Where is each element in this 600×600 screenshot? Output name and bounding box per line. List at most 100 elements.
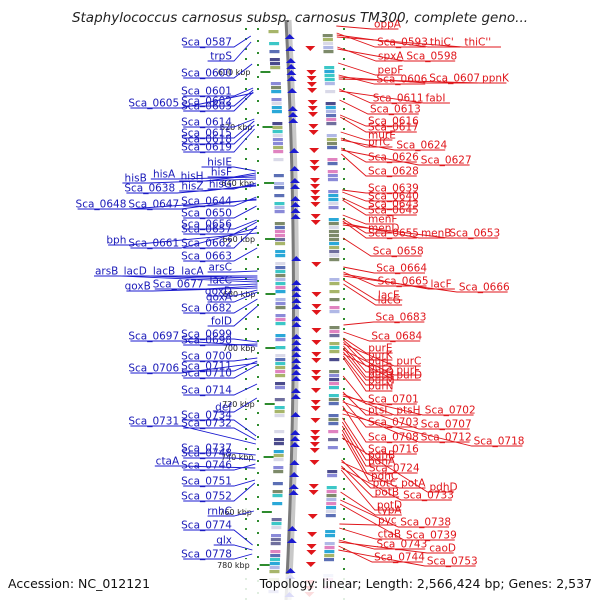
- gene-label-right[interactable]: purE: [368, 343, 392, 355]
- gene-label-left[interactable]: Sca_0778: [181, 549, 232, 561]
- gene-label-left[interactable]: hisG: [209, 179, 232, 191]
- gene-label-right[interactable]: pdhB: [368, 450, 395, 462]
- gene-label-right[interactable]: Sca_0666: [459, 282, 510, 294]
- gene-label-right[interactable]: Sca_0701: [368, 394, 419, 406]
- gene-label-right[interactable]: pdhA: [368, 456, 396, 468]
- gene-label-right[interactable]: Sca_0738: [400, 517, 451, 529]
- gene-label-right[interactable]: Sca_0716: [368, 444, 419, 456]
- gene-label-left[interactable]: hisB: [125, 173, 147, 185]
- gene-label-left[interactable]: Sca_0663: [181, 251, 232, 263]
- gene-label-left[interactable]: Sca_0650: [181, 208, 232, 220]
- gene-label-left[interactable]: Sca_0602: [181, 96, 232, 108]
- gene-label-right[interactable]: Sca_0708: [368, 432, 419, 444]
- gene-label-left[interactable]: Sca_0600: [181, 68, 232, 80]
- gene-label-right[interactable]: potC: [373, 478, 398, 490]
- gene-label-right[interactable]: Sca_0628: [368, 166, 419, 178]
- gene-label-left[interactable]: Sca_0700: [181, 351, 232, 363]
- gene-label-right[interactable]: Sca_0684: [371, 331, 422, 343]
- gene-label-right[interactable]: purK: [368, 350, 394, 362]
- gene-label-left[interactable]: Sca_0603: [181, 101, 232, 113]
- gene-label-right[interactable]: Sca_0643: [368, 199, 419, 211]
- gene-label-right[interactable]: Sca_0598: [406, 51, 457, 63]
- gene-label-left[interactable]: lacB: [153, 266, 175, 278]
- gene-label-right[interactable]: Sca_0653: [449, 228, 500, 240]
- gene-label-left[interactable]: Sca_0746: [181, 460, 232, 472]
- gene-label-right[interactable]: potB: [375, 487, 399, 499]
- gene-label-right[interactable]: Sca_0627: [421, 155, 472, 167]
- gene-label-right[interactable]: Sca_0617: [368, 122, 419, 134]
- gene-label-right[interactable]: pdhC: [371, 471, 398, 483]
- gene-label-left[interactable]: bph: [106, 235, 126, 247]
- gene-label-left[interactable]: Sca_0731: [128, 416, 179, 428]
- gene-label-right[interactable]: potA: [401, 478, 426, 490]
- gene-label-right[interactable]: oppA: [374, 19, 402, 31]
- gene-label-right[interactable]: pyc: [378, 515, 397, 527]
- gene-label-right[interactable]: Sca_0733: [403, 490, 454, 502]
- gene-label-right[interactable]: Sca_0703: [368, 417, 419, 429]
- gene-label-right[interactable]: purQ: [368, 367, 394, 379]
- gene-label-right[interactable]: Sca_0640: [368, 191, 419, 203]
- gene-label-left[interactable]: Sca_0682: [181, 303, 232, 315]
- gene-label-left[interactable]: def: [215, 402, 232, 414]
- gene-label-right[interactable]: purM: [368, 375, 395, 387]
- gene-label-left[interactable]: Sca_0644: [181, 196, 232, 208]
- gene-label-right[interactable]: Sca_0611: [373, 93, 424, 105]
- gene-label-right[interactable]: potD: [377, 500, 402, 512]
- gene-label-left[interactable]: Sca_0752: [181, 491, 232, 503]
- gene-label-left[interactable]: Sca_0656: [181, 219, 232, 231]
- gene-label-left[interactable]: Sca_0587: [181, 37, 232, 49]
- gene-label-left[interactable]: hisF: [211, 167, 232, 179]
- gene-label-left[interactable]: arsC: [208, 262, 232, 274]
- gene-label-right[interactable]: thiC'': [464, 37, 491, 49]
- gene-label-right[interactable]: ptsH: [396, 405, 420, 417]
- gene-label-right[interactable]: Sca_0624: [396, 140, 447, 152]
- gene-label-left[interactable]: Sca_0706: [128, 363, 179, 375]
- gene-label-right[interactable]: ptsI: [368, 405, 387, 417]
- gene-label-left[interactable]: Sca_0732: [181, 418, 232, 430]
- gene-label-left[interactable]: Sca_0710: [181, 368, 232, 380]
- gene-label-right[interactable]: lacG: [378, 295, 401, 307]
- gene-label-left[interactable]: qoxD: [205, 286, 232, 298]
- gene-label-right[interactable]: Sca_0683: [376, 312, 427, 324]
- gene-label-left[interactable]: hisZ: [181, 181, 203, 193]
- gene-label-left[interactable]: Sca_0711: [181, 361, 232, 373]
- gene-label-left[interactable]: hisA: [153, 169, 176, 181]
- gene-label-left[interactable]: Sca_0614: [181, 117, 232, 129]
- gene-label-right[interactable]: purS: [368, 362, 393, 374]
- gene-label-left[interactable]: glx: [216, 535, 232, 547]
- gene-label-left[interactable]: hisH: [181, 171, 204, 183]
- gene-label-right[interactable]: Sca_0753: [427, 556, 478, 568]
- gene-label-left[interactable]: Sca_0661: [128, 238, 179, 250]
- gene-label-right[interactable]: Sca_0707: [421, 419, 472, 431]
- gene-label-right[interactable]: purC: [396, 356, 421, 368]
- gene-label-right[interactable]: prfC: [368, 137, 390, 149]
- gene-label-right[interactable]: purN: [368, 381, 394, 393]
- gene-label-left[interactable]: qoxB: [125, 281, 151, 293]
- gene-label-right[interactable]: typA: [377, 505, 402, 517]
- gene-label-left[interactable]: hisIE: [207, 157, 232, 169]
- gene-label-right[interactable]: Sca_0626: [368, 152, 419, 164]
- gene-label-right[interactable]: Sca_0664: [376, 263, 427, 275]
- gene-label-left[interactable]: Sca_0601: [181, 86, 232, 98]
- gene-label-left[interactable]: trpS: [210, 51, 232, 63]
- gene-label-right[interactable]: purD: [396, 370, 422, 382]
- gene-label-right[interactable]: menF: [368, 214, 397, 226]
- gene-label-right[interactable]: lacE: [378, 290, 400, 302]
- gene-label-left[interactable]: Sca_0714: [181, 385, 232, 397]
- gene-label-right[interactable]: pdhD: [429, 482, 457, 494]
- gene-label-left[interactable]: Sca_0737: [181, 443, 232, 455]
- gene-label-left[interactable]: rnhC: [207, 506, 232, 518]
- gene-label-right[interactable]: Sca_0718: [474, 436, 525, 448]
- gene-label-left[interactable]: Sca_0657: [181, 224, 232, 236]
- gene-label-left[interactable]: Sca_0619: [181, 142, 232, 154]
- gene-label-right[interactable]: Sca_0639: [368, 183, 419, 195]
- gene-label-right[interactable]: Sca_0702: [425, 405, 476, 417]
- gene-label-left[interactable]: lacC: [210, 275, 232, 287]
- gene-label-right[interactable]: Sca_0724: [369, 463, 420, 475]
- gene-label-right[interactable]: lacF: [430, 279, 451, 291]
- gene-label-left[interactable]: Sca_0618: [181, 134, 232, 146]
- gene-label-right[interactable]: menD: [368, 223, 399, 235]
- gene-label-right[interactable]: purH: [368, 370, 394, 382]
- gene-label-right[interactable]: Sca_0607: [429, 73, 480, 85]
- gene-label-right[interactable]: Sca_0739: [406, 530, 457, 542]
